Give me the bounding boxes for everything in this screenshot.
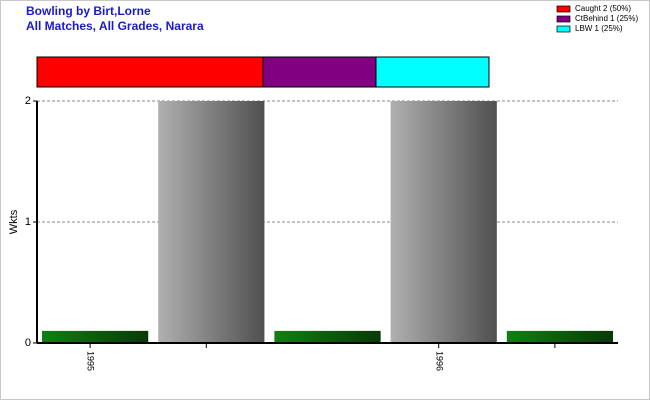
bar bbox=[158, 101, 265, 343]
legend-swatch bbox=[556, 15, 571, 23]
y-tick-label: 2 bbox=[25, 95, 31, 107]
proportion-segment bbox=[36, 56, 264, 88]
bar bbox=[42, 330, 149, 343]
x-tick-label: 1996 bbox=[434, 351, 444, 371]
legend-swatch bbox=[556, 25, 571, 33]
x-tick-label: 1995 bbox=[86, 351, 96, 371]
legend-swatch bbox=[556, 5, 571, 13]
proportion-segment bbox=[375, 56, 490, 88]
bar bbox=[506, 330, 613, 343]
legend-label: CtBehind 1 (25%) bbox=[575, 14, 638, 23]
bar bbox=[274, 330, 381, 343]
y-tick-label: 0 bbox=[25, 337, 31, 349]
chart-title: Bowling by Birt,Lorne bbox=[26, 4, 151, 18]
chart-subtitle: All Matches, All Grades, Narara bbox=[26, 19, 204, 33]
y-tick-label: 1 bbox=[25, 216, 31, 228]
bar bbox=[390, 101, 497, 343]
proportion-segment bbox=[262, 56, 377, 88]
legend-label: Caught 2 (50%) bbox=[575, 4, 631, 13]
y-axis-label: Wkts bbox=[8, 209, 20, 234]
legend-label: LBW 1 (25%) bbox=[575, 24, 623, 33]
